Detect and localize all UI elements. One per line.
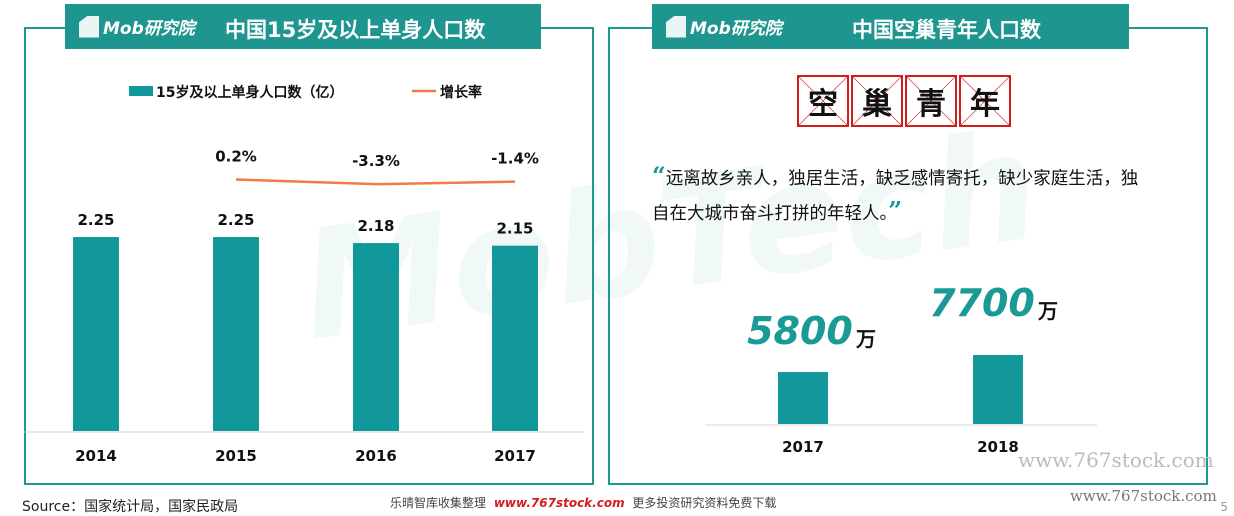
x-tick-label: 2018: [977, 438, 1019, 456]
site-watermark: www.767stock.com: [1018, 448, 1214, 472]
source-note: Source：国家统计局，国家民政局: [22, 496, 238, 516]
bar-value-label: 7700: [929, 281, 1035, 325]
promo-prefix: 乐晴智库收集整理: [390, 496, 486, 510]
x-tick-label: 2017: [782, 438, 824, 456]
bar-value-label: 5800: [747, 309, 853, 353]
unit-label: 万: [1037, 299, 1058, 323]
bar: [778, 372, 828, 424]
promo-site-link[interactable]: www.767stock.com: [494, 496, 625, 510]
bar: [973, 355, 1023, 424]
promo-line: 乐晴智库收集整理 www.767stock.com 更多投资研究资料免费下载: [390, 494, 776, 511]
unit-label: 万: [855, 327, 876, 351]
site-watermark: www.767stock.com: [1070, 487, 1217, 505]
promo-suffix: 更多投资研究资料免费下载: [632, 496, 776, 510]
